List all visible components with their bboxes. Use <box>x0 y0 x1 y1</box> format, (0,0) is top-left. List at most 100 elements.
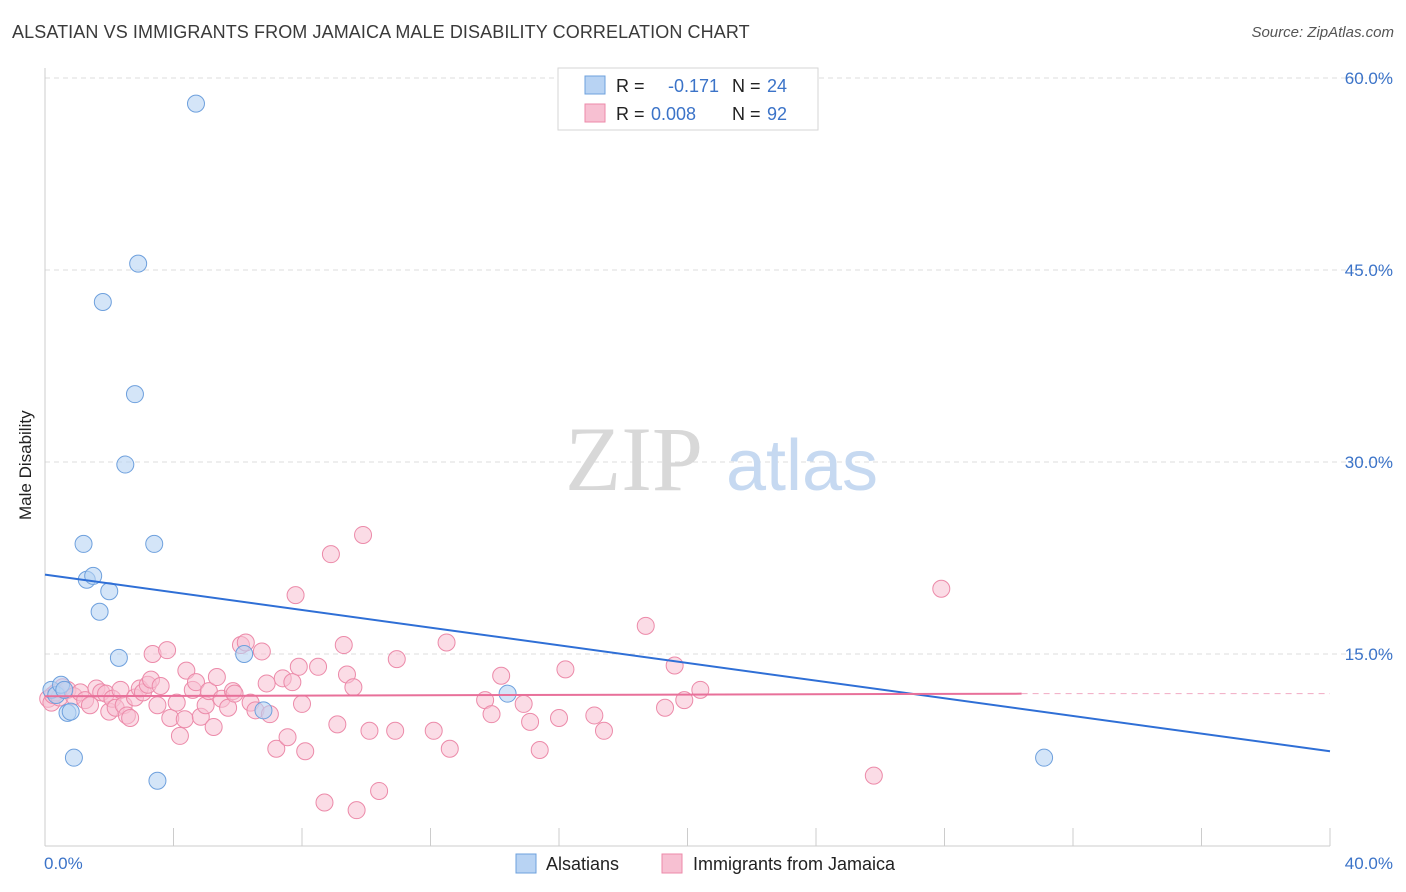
point-jamaica <box>386 721 405 740</box>
legend-top-r-label-alsatians: R = <box>616 76 645 96</box>
point-alsatians <box>235 645 254 663</box>
point-jamaica <box>550 709 568 727</box>
legend-top: R = -0.171 N = 24 R = 0.008 N = 92 <box>557 67 819 131</box>
point-jamaica <box>293 694 311 713</box>
legend-bottom: Alsatians Immigrants from Jamaica <box>515 853 896 874</box>
series-immigrants-from-jamaica <box>39 525 951 820</box>
legend-bottom-swatch-jamaica <box>661 853 683 874</box>
point-jamaica <box>656 698 675 717</box>
source-credit: Source: ZipAtlas.com <box>1251 24 1394 41</box>
trend-line-alsatians <box>44 573 1331 753</box>
legend-top-r-label-jamaica: R = <box>616 104 645 124</box>
point-jamaica <box>321 545 340 564</box>
point-jamaica <box>186 673 205 692</box>
point-alsatians <box>186 94 205 113</box>
point-jamaica <box>594 721 613 740</box>
point-jamaica <box>158 641 177 660</box>
chart-title: ALSATIAN VS IMMIGRANTS FROM JAMAICA MALE… <box>12 22 750 42</box>
y-tick-label: 30.0% <box>1345 453 1393 472</box>
watermark-zip: ZIP <box>565 408 703 510</box>
point-alsatians <box>93 293 112 311</box>
point-jamaica <box>675 691 694 710</box>
point-jamaica <box>278 728 297 747</box>
point-jamaica <box>347 801 366 820</box>
point-jamaica <box>864 766 883 785</box>
point-jamaica <box>636 616 655 635</box>
point-jamaica <box>207 668 226 687</box>
point-jamaica <box>585 706 604 725</box>
axes <box>44 68 1331 847</box>
point-alsatians <box>74 534 93 553</box>
trend-line-jamaica <box>44 692 1022 698</box>
point-jamaica <box>530 741 549 759</box>
point-jamaica <box>204 717 223 736</box>
point-alsatians <box>125 385 144 404</box>
legend-bottom-swatch-alsatians <box>515 853 537 874</box>
legend-top-n-label-alsatians: N = <box>732 76 761 96</box>
legend-top-n-label-jamaica: N = <box>732 104 761 124</box>
point-jamaica <box>148 696 167 715</box>
point-jamaica <box>691 680 710 699</box>
point-jamaica <box>167 693 186 712</box>
point-jamaica <box>932 579 951 598</box>
point-alsatians <box>129 254 148 273</box>
point-jamaica <box>514 694 533 713</box>
point-jamaica <box>177 661 196 680</box>
point-jamaica <box>328 715 347 734</box>
point-jamaica <box>151 677 170 695</box>
point-jamaica <box>225 684 244 703</box>
point-alsatians <box>254 701 273 720</box>
point-alsatians <box>145 534 164 553</box>
legend-top-swatch-jamaica <box>584 103 606 123</box>
point-jamaica <box>309 657 328 676</box>
point-jamaica <box>440 739 459 758</box>
point-jamaica <box>283 673 302 692</box>
point-jamaica <box>360 721 379 740</box>
series-alsatians <box>42 94 1054 790</box>
trend-lines <box>44 573 1331 753</box>
point-jamaica <box>482 705 501 724</box>
point-jamaica <box>354 525 373 544</box>
y-tick-label: 45.0% <box>1345 261 1393 280</box>
point-alsatians <box>100 582 119 601</box>
y-tick-label: 15.0% <box>1345 645 1393 664</box>
point-jamaica <box>296 742 315 761</box>
gridlines <box>45 77 1393 655</box>
point-alsatians <box>116 455 135 474</box>
point-alsatians <box>498 684 517 703</box>
point-alsatians <box>55 680 74 699</box>
point-jamaica <box>556 660 575 679</box>
point-alsatians <box>1035 748 1054 767</box>
point-alsatians <box>90 602 109 621</box>
point-jamaica <box>170 726 189 745</box>
legend-bottom-label-alsatians: Alsatians <box>546 854 619 874</box>
point-jamaica <box>315 793 334 812</box>
point-jamaica <box>437 633 456 652</box>
point-jamaica <box>344 678 363 697</box>
point-jamaica <box>424 721 443 740</box>
point-jamaica <box>267 739 286 758</box>
legend-bottom-label-jamaica: Immigrants from Jamaica <box>693 854 896 874</box>
point-jamaica <box>289 657 308 676</box>
point-jamaica <box>334 636 353 655</box>
legend-top-r-value-jamaica: 0.008 <box>651 104 696 124</box>
point-alsatians <box>61 702 80 721</box>
x-tick-label-min: 0.0% <box>44 854 83 873</box>
point-jamaica <box>492 666 511 685</box>
point-jamaica <box>121 709 140 727</box>
x-tick-label-max: 40.0% <box>1345 854 1393 873</box>
point-jamaica <box>370 781 389 800</box>
point-jamaica <box>252 642 271 661</box>
y-tick-label: 60.0% <box>1345 69 1393 88</box>
watermark: ZIP atlas <box>565 408 878 510</box>
point-jamaica <box>521 712 540 731</box>
y-tick-labels: 15.0% 30.0% 45.0% 60.0% <box>1345 69 1393 664</box>
point-jamaica <box>257 674 276 693</box>
point-alsatians <box>148 771 167 790</box>
legend-top-n-value-alsatians: 24 <box>767 76 787 96</box>
legend-top-r-value-alsatians: -0.171 <box>668 76 719 96</box>
legend-top-swatch-alsatians <box>584 75 606 95</box>
legend-top-n-value-jamaica: 92 <box>767 104 787 124</box>
point-jamaica <box>286 586 305 605</box>
